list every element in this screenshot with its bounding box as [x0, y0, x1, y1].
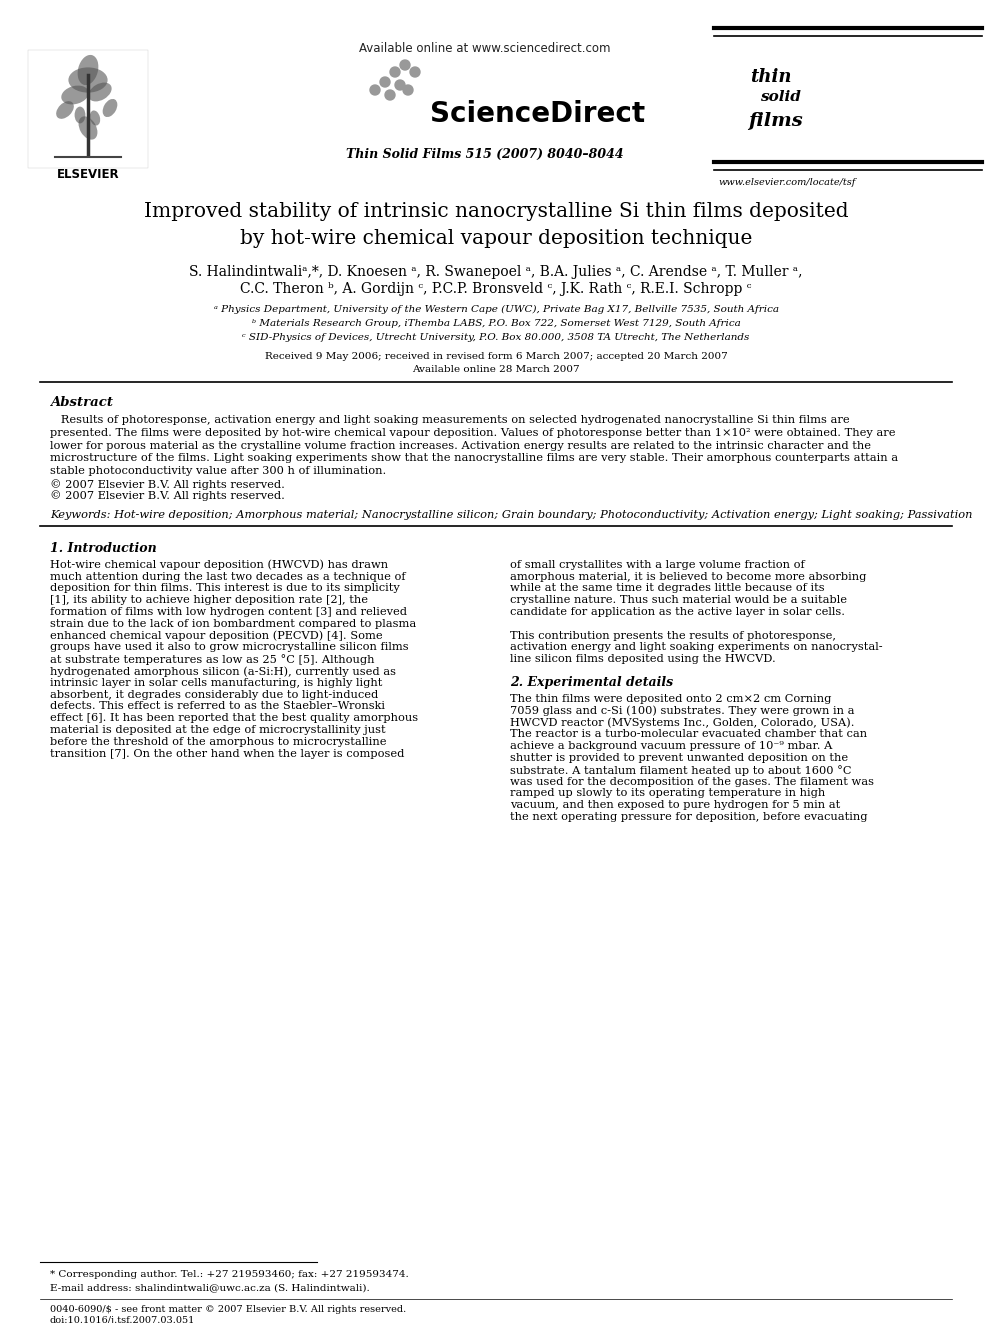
Text: the next operating pressure for deposition, before evacuating: the next operating pressure for depositi… [510, 812, 867, 822]
Text: films: films [748, 112, 803, 130]
Text: ramped up slowly to its operating temperature in high: ramped up slowly to its operating temper… [510, 789, 825, 798]
Text: 7059 glass and c-Si (100) substrates. They were grown in a: 7059 glass and c-Si (100) substrates. Th… [510, 705, 854, 716]
Text: ᵃ Physics Department, University of the Western Cape (UWC), Private Bag X17, Bel: ᵃ Physics Department, University of the … [213, 306, 779, 314]
Text: Results of photoresponse, activation energy and light soaking measurements on se: Results of photoresponse, activation ene… [50, 415, 849, 425]
Text: thin: thin [750, 67, 792, 86]
Text: * Corresponding author. Tel.: +27 219593460; fax: +27 219593474.: * Corresponding author. Tel.: +27 219593… [50, 1270, 409, 1279]
Text: Available online at www.sciencedirect.com: Available online at www.sciencedirect.co… [359, 42, 611, 56]
Ellipse shape [57, 101, 73, 119]
Text: Abstract: Abstract [50, 396, 113, 409]
Text: deposition for thin films. This interest is due to its simplicity: deposition for thin films. This interest… [50, 583, 400, 594]
Text: achieve a background vacuum pressure of 10⁻⁹ mbar. A: achieve a background vacuum pressure of … [510, 741, 832, 751]
Text: 1. Introduction: 1. Introduction [50, 542, 157, 554]
Text: Hot-wire chemical vapour deposition (HWCVD) has drawn: Hot-wire chemical vapour deposition (HWC… [50, 560, 388, 570]
Text: groups have used it also to grow microcrystalline silicon films: groups have used it also to grow microcr… [50, 643, 409, 652]
Circle shape [380, 77, 390, 87]
Text: transition [7]. On the other hand when the layer is composed: transition [7]. On the other hand when t… [50, 749, 405, 758]
Circle shape [395, 79, 405, 90]
Text: of small crystallites with a large volume fraction of: of small crystallites with a large volum… [510, 560, 805, 570]
Text: E-mail address: shalindintwali@uwc.ac.za (S. Halindintwali).: E-mail address: shalindintwali@uwc.ac.za… [50, 1283, 370, 1293]
Text: ᵇ Materials Research Group, iThemba LABS, P.O. Box 722, Somerset West 7129, Sout: ᵇ Materials Research Group, iThemba LABS… [252, 319, 740, 328]
Text: effect [6]. It has been reported that the best quality amorphous: effect [6]. It has been reported that th… [50, 713, 418, 724]
Circle shape [370, 85, 380, 95]
Text: hydrogenated amorphous silicon (a-Si:H), currently used as: hydrogenated amorphous silicon (a-Si:H),… [50, 665, 396, 676]
Text: doi:10.1016/j.tsf.2007.03.051: doi:10.1016/j.tsf.2007.03.051 [50, 1316, 195, 1323]
Text: S. Halindintwaliᵃ,*, D. Knoesen ᵃ, R. Swanepoel ᵃ, B.A. Julies ᵃ, C. Arendse ᵃ, : S. Halindintwaliᵃ,*, D. Knoesen ᵃ, R. Sw… [189, 265, 803, 279]
Text: enhanced chemical vapour deposition (PECVD) [4]. Some: enhanced chemical vapour deposition (PEC… [50, 631, 383, 642]
Ellipse shape [77, 56, 98, 85]
Text: absorbent, it degrades considerably due to light-induced: absorbent, it degrades considerably due … [50, 689, 378, 700]
Ellipse shape [90, 110, 100, 126]
Text: line silicon films deposited using the HWCVD.: line silicon films deposited using the H… [510, 654, 776, 664]
Text: crystalline nature. Thus such material would be a suitable: crystalline nature. Thus such material w… [510, 595, 847, 605]
Text: HWCVD reactor (MVSystems Inc., Golden, Colorado, USA).: HWCVD reactor (MVSystems Inc., Golden, C… [510, 717, 854, 728]
Text: ᶜ SID-Physics of Devices, Utrecht University, P.O. Box 80.000, 3508 TA Utrecht, : ᶜ SID-Physics of Devices, Utrecht Univer… [242, 333, 750, 343]
Text: www.elsevier.com/locate/tsf: www.elsevier.com/locate/tsf [718, 179, 855, 187]
Text: Keywords: Hot-wire deposition; Amorphous material; Nanocrystalline silicon; Grai: Keywords: Hot-wire deposition; Amorphous… [50, 509, 972, 520]
Ellipse shape [102, 99, 117, 116]
Text: [1], its ability to achieve higher deposition rate [2], the: [1], its ability to achieve higher depos… [50, 595, 368, 605]
Text: material is deposited at the edge of microcrystallinity just: material is deposited at the edge of mic… [50, 725, 386, 736]
Text: Available online 28 March 2007: Available online 28 March 2007 [413, 365, 579, 374]
Text: amorphous material, it is believed to become more absorbing: amorphous material, it is believed to be… [510, 572, 866, 582]
Text: before the threshold of the amorphous to microcrystalline: before the threshold of the amorphous to… [50, 737, 387, 746]
Text: shutter is provided to prevent unwanted deposition on the: shutter is provided to prevent unwanted … [510, 753, 848, 763]
Text: © 2007 Elsevier B.V. All rights reserved.: © 2007 Elsevier B.V. All rights reserved… [50, 490, 285, 500]
Text: © 2007 Elsevier B.V. All rights reserved.: © 2007 Elsevier B.V. All rights reserved… [50, 479, 285, 490]
Ellipse shape [88, 82, 112, 102]
Text: intrinsic layer in solar cells manufacturing, is highly light: intrinsic layer in solar cells manufactu… [50, 677, 382, 688]
Text: candidate for application as the active layer in solar cells.: candidate for application as the active … [510, 607, 845, 617]
Text: vacuum, and then exposed to pure hydrogen for 5 min at: vacuum, and then exposed to pure hydroge… [510, 800, 840, 810]
Text: solid: solid [760, 90, 801, 105]
Text: while at the same time it degrades little because of its: while at the same time it degrades littl… [510, 583, 824, 594]
Text: ELSEVIER: ELSEVIER [57, 168, 119, 181]
Circle shape [410, 67, 420, 77]
Ellipse shape [68, 67, 107, 93]
Text: stable photoconductivity value after 300 h of illumination.: stable photoconductivity value after 300… [50, 466, 386, 476]
Text: microstructure of the films. Light soaking experiments show that the nanocrystal: microstructure of the films. Light soaki… [50, 454, 898, 463]
Text: at substrate temperatures as low as 25 °C [5]. Although: at substrate temperatures as low as 25 °… [50, 654, 375, 665]
Circle shape [403, 85, 413, 95]
Text: formation of films with low hydrogen content [3] and relieved: formation of films with low hydrogen con… [50, 607, 407, 617]
Text: The thin films were deposited onto 2 cm×2 cm Corning: The thin films were deposited onto 2 cm×… [510, 695, 831, 704]
Text: C.C. Theron ᵇ, A. Gordijn ᶜ, P.C.P. Bronsveld ᶜ, J.K. Rath ᶜ, R.E.I. Schropp ᶜ: C.C. Theron ᵇ, A. Gordijn ᶜ, P.C.P. Bron… [240, 282, 752, 296]
Text: This contribution presents the results of photoresponse,: This contribution presents the results o… [510, 631, 836, 640]
Text: ScienceDirect: ScienceDirect [430, 101, 645, 128]
Text: lower for porous material as the crystalline volume fraction increases. Activati: lower for porous material as the crystal… [50, 441, 871, 451]
Text: 2. Experimental details: 2. Experimental details [510, 676, 674, 689]
Text: Received 9 May 2006; received in revised form 6 March 2007; accepted 20 March 20: Received 9 May 2006; received in revised… [265, 352, 727, 361]
Text: strain due to the lack of ion bombardment compared to plasma: strain due to the lack of ion bombardmen… [50, 619, 417, 628]
Text: substrate. A tantalum filament heated up to about 1600 °C: substrate. A tantalum filament heated up… [510, 765, 851, 775]
Ellipse shape [62, 86, 88, 105]
Circle shape [385, 90, 395, 101]
Text: The reactor is a turbo-molecular evacuated chamber that can: The reactor is a turbo-molecular evacuat… [510, 729, 867, 740]
Text: presented. The films were deposited by hot-wire chemical vapour deposition. Valu: presented. The films were deposited by h… [50, 427, 896, 438]
Text: Thin Solid Films 515 (2007) 8040–8044: Thin Solid Films 515 (2007) 8040–8044 [346, 148, 624, 161]
Text: defects. This effect is referred to as the Staebler–Wronski: defects. This effect is referred to as t… [50, 701, 385, 712]
Text: much attention during the last two decades as a technique of: much attention during the last two decad… [50, 572, 406, 582]
Text: was used for the decomposition of the gases. The filament was: was used for the decomposition of the ga… [510, 777, 874, 787]
Bar [28, 50, 148, 168]
Circle shape [390, 67, 400, 77]
Circle shape [400, 60, 410, 70]
Text: Improved stability of intrinsic nanocrystalline Si thin films deposited
by hot-w: Improved stability of intrinsic nanocrys… [144, 202, 848, 247]
Text: 0040-6090/$ - see front matter © 2007 Elsevier B.V. All rights reserved.: 0040-6090/$ - see front matter © 2007 El… [50, 1304, 407, 1314]
Ellipse shape [78, 116, 97, 140]
Text: activation energy and light soaking experiments on nanocrystal-: activation energy and light soaking expe… [510, 643, 883, 652]
Ellipse shape [74, 107, 85, 123]
